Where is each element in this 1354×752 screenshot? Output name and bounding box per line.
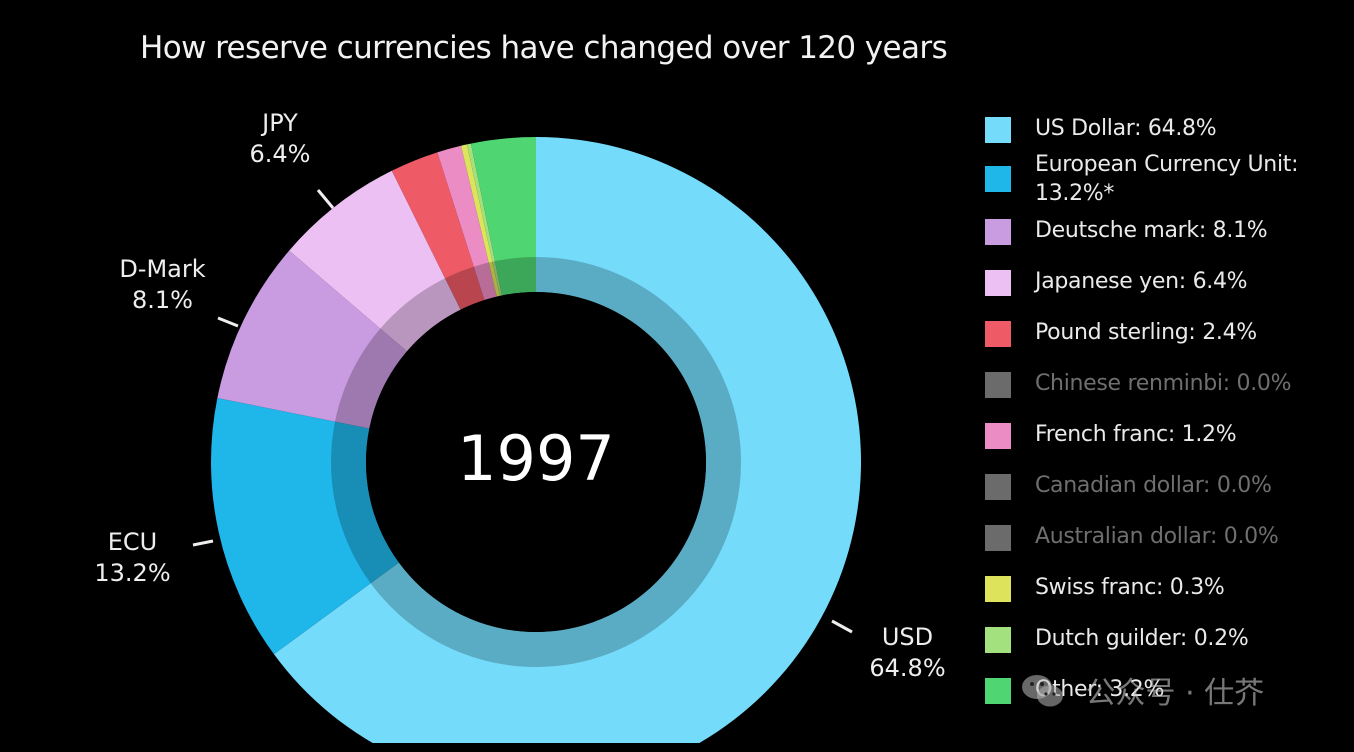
leader-line bbox=[192, 539, 214, 547]
legend-item-french-franc[interactable]: French franc: 1.2% bbox=[985, 420, 1237, 449]
legend-label: Deutsche mark: 8.1% bbox=[1035, 218, 1268, 243]
legend-swatch bbox=[985, 576, 1011, 602]
legend-label: Pound sterling: 2.4% bbox=[1035, 320, 1257, 345]
slice-swiss-franc[interactable] bbox=[460, 144, 500, 297]
legend-item-deutsche-mark[interactable]: Deutsche mark: 8.1% bbox=[985, 216, 1268, 245]
slice-label-name: D-Mark bbox=[119, 255, 206, 283]
legend-item-pound-sterling[interactable]: Pound sterling: 2.4% bbox=[985, 318, 1257, 347]
legend-label: Dutch guilder: 0.2% bbox=[1035, 626, 1249, 651]
leader-lines bbox=[192, 189, 853, 634]
legend-swatch bbox=[985, 117, 1011, 143]
legend-swatch bbox=[985, 166, 1011, 192]
legend-swatch bbox=[985, 678, 1011, 704]
slice-dutch-guilder[interactable] bbox=[466, 143, 502, 296]
slice-label-name: USD bbox=[881, 623, 934, 651]
slice-japanese-yen[interactable] bbox=[289, 170, 461, 352]
slice-european-currency-unit[interactable] bbox=[210, 397, 399, 655]
leader-line bbox=[217, 316, 239, 328]
donut-hole bbox=[366, 292, 706, 632]
legend-label: Japanese yen: 6.4% bbox=[1035, 269, 1248, 294]
legend-item-australian-dollar[interactable]: Australian dollar: 0.0% bbox=[985, 522, 1279, 551]
inner-ring bbox=[331, 257, 741, 667]
slice-label-value: 64.8% bbox=[869, 654, 946, 682]
slice-other[interactable] bbox=[470, 137, 536, 296]
leader-line bbox=[831, 619, 853, 634]
watermark: 公众号 · 仕芥 bbox=[1020, 668, 1264, 718]
donut-slices bbox=[210, 137, 861, 752]
slice-deutsche-mark[interactable] bbox=[217, 250, 407, 429]
legend-label: US Dollar: 64.8% bbox=[1035, 116, 1217, 141]
legend-item-ecu[interactable]: European Currency Unit: 13.2%* bbox=[985, 150, 1335, 208]
legend-swatch bbox=[985, 219, 1011, 245]
legend-swatch bbox=[985, 321, 1011, 347]
slice-label-jpy: JPY 6.4% bbox=[230, 108, 330, 170]
legend-label: European Currency Unit: 13.2%* bbox=[1035, 152, 1299, 206]
legend-item-us-dollar[interactable]: US Dollar: 64.8% bbox=[985, 114, 1217, 143]
legend-swatch bbox=[985, 423, 1011, 449]
legend-swatch bbox=[985, 270, 1011, 296]
slice-label-usd: USD 64.8% bbox=[855, 622, 960, 684]
slice-label-dmark: D-Mark 8.1% bbox=[100, 254, 225, 316]
chart-title: How reserve currencies have changed over… bbox=[140, 30, 948, 66]
watermark-text: 公众号 · 仕芥 bbox=[1085, 676, 1265, 711]
legend-swatch bbox=[985, 372, 1011, 398]
legend-item-japanese-yen[interactable]: Japanese yen: 6.4% bbox=[985, 267, 1248, 296]
legend-swatch bbox=[985, 525, 1011, 551]
legend-swatch bbox=[985, 627, 1011, 653]
leader-line bbox=[316, 189, 335, 209]
legend-swatch bbox=[985, 474, 1011, 500]
legend-item-swiss-franc[interactable]: Swiss franc: 0.3% bbox=[985, 573, 1225, 602]
slice-label-name: ECU bbox=[107, 528, 158, 556]
year-label: 1997 bbox=[457, 422, 615, 495]
legend-item-dutch-guilder[interactable]: Dutch guilder: 0.2% bbox=[985, 624, 1249, 653]
slice-label-value: 8.1% bbox=[132, 286, 193, 314]
slice-pound-sterling[interactable] bbox=[391, 152, 485, 310]
slice-french-franc[interactable] bbox=[437, 145, 497, 301]
legend-item-chinese-renminbi[interactable]: Chinese renminbi: 0.0% bbox=[985, 369, 1291, 398]
slice-label-value: 13.2% bbox=[94, 559, 171, 587]
legend-label: Canadian dollar: 0.0% bbox=[1035, 473, 1272, 498]
legend-item-canadian-dollar[interactable]: Canadian dollar: 0.0% bbox=[985, 471, 1272, 500]
legend-label: Chinese renminbi: 0.0% bbox=[1035, 371, 1292, 396]
slice-label-value: 6.4% bbox=[249, 140, 311, 168]
legend-label: Swiss franc: 0.3% bbox=[1035, 575, 1225, 600]
slice-us-dollar[interactable] bbox=[273, 137, 861, 752]
slice-label-ecu: ECU 13.2% bbox=[80, 527, 185, 589]
slice-label-name: JPY bbox=[262, 109, 298, 137]
legend-label: Australian dollar: 0.0% bbox=[1035, 524, 1279, 549]
legend-label: French franc: 1.2% bbox=[1035, 422, 1237, 447]
wechat-icon bbox=[1020, 672, 1066, 718]
